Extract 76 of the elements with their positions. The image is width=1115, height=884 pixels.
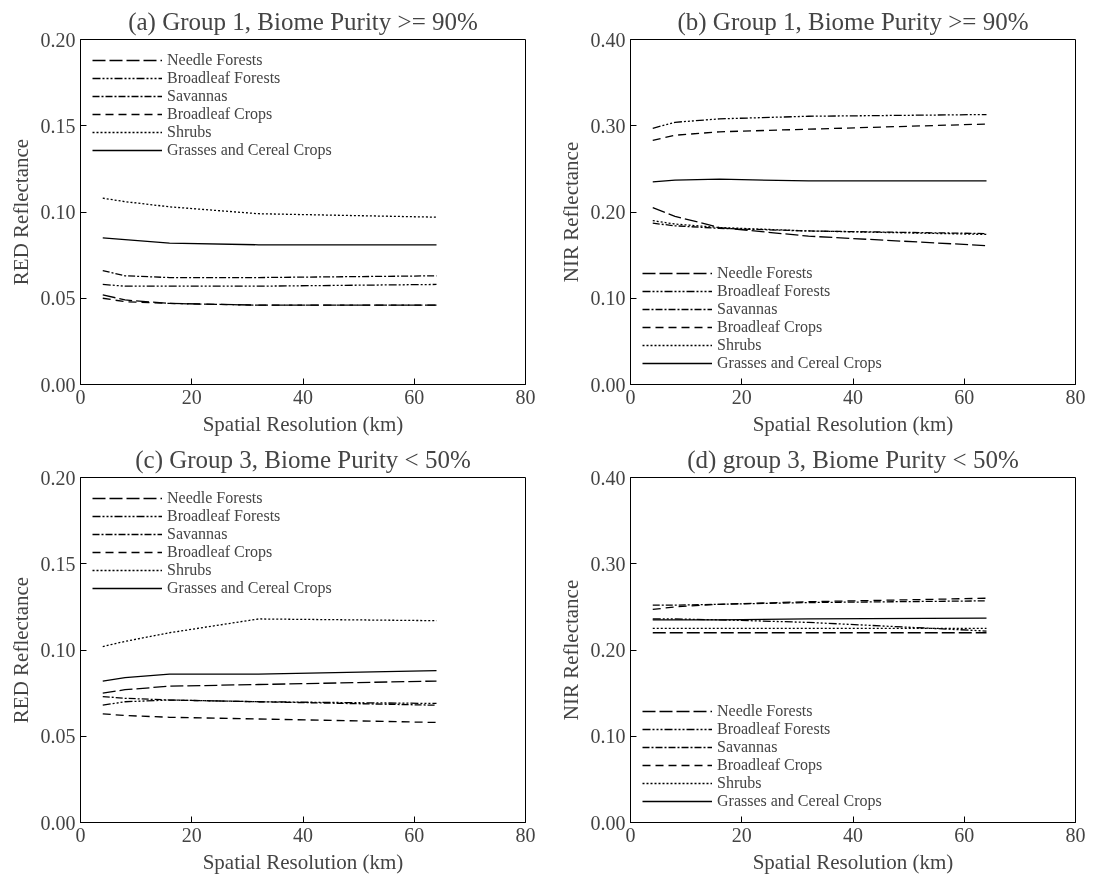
legend-label: Savannas [717, 738, 778, 756]
chart-title: (d) group 3, Biome Purity < 50% [687, 445, 1019, 474]
y-tick-label: 0.10 [40, 201, 76, 223]
x-axis-title: Spatial Resolution (km) [202, 411, 404, 436]
y-tick-label: 0.05 [40, 287, 76, 310]
x-axis-title: Spatial Resolution (km) [752, 849, 954, 874]
y-tick-label: 0.20 [40, 466, 76, 489]
y-tick-label: 0.15 [40, 114, 76, 137]
x-tick-label: 0 [625, 823, 636, 846]
legend-label: Broadleaf Crops [167, 543, 273, 561]
legend-label: Broadleaf Crops [167, 105, 273, 123]
y-tick-label: 0.40 [590, 28, 626, 51]
x-tick-label: 80 [515, 385, 536, 408]
legend-label: Needle Forests [717, 702, 813, 720]
x-tick-label: 60 [404, 823, 425, 846]
x-tick-label: 40 [843, 823, 863, 846]
y-tick-label: 0.00 [590, 373, 626, 396]
y-tick-label: 0.00 [40, 811, 76, 834]
y-tick-label: 0.20 [590, 201, 626, 223]
legend-label: Needle Forests [167, 489, 263, 507]
y-tick-label: 0.40 [590, 466, 626, 489]
legend-label: Broadleaf Forests [167, 69, 281, 87]
legend-label: Needle Forests [717, 264, 813, 282]
x-tick-label: 40 [293, 385, 313, 408]
x-axis-title: Spatial Resolution (km) [202, 849, 404, 874]
chart-title: (c) Group 3, Biome Purity < 50% [135, 445, 471, 474]
legend-label: Broadleaf Forests [717, 282, 831, 300]
y-tick-label: 0.30 [590, 114, 626, 137]
x-tick-label: 80 [1065, 385, 1086, 408]
x-axis-title: Spatial Resolution (km) [752, 411, 954, 436]
x-tick-label: 40 [843, 385, 863, 408]
x-tick-label: 60 [954, 385, 975, 408]
legend-label: Broadleaf Forests [167, 507, 281, 525]
x-tick-label: 20 [731, 385, 752, 408]
y-tick-label: 0.10 [590, 725, 626, 748]
legend-label: Broadleaf Forests [717, 720, 831, 738]
x-tick-label: 0 [75, 823, 86, 846]
legend-label: Grasses and Cereal Crops [167, 141, 332, 159]
legend-label: Savannas [167, 525, 228, 543]
y-tick-label: 0.20 [40, 28, 76, 51]
x-tick-label: 20 [181, 385, 202, 408]
y-tick-label: 0.30 [590, 552, 626, 575]
legend-label: Grasses and Cereal Crops [717, 792, 882, 810]
legend-label: Broadleaf Crops [717, 318, 823, 336]
legend-label: Shrubs [167, 561, 212, 579]
x-tick-label: 0 [75, 385, 86, 408]
y-tick-label: 0.10 [590, 287, 626, 310]
y-axis-title: RED Reflectance [8, 138, 33, 286]
legend-label: Savannas [167, 87, 228, 105]
y-tick-label: 0.00 [590, 811, 626, 834]
y-tick-label: 0.15 [40, 552, 76, 575]
x-tick-label: 40 [293, 823, 313, 846]
x-tick-label: 0 [625, 385, 636, 408]
legend-label: Needle Forests [167, 51, 263, 69]
legend-label: Broadleaf Crops [717, 756, 823, 774]
legend-label: Grasses and Cereal Crops [717, 354, 882, 372]
y-tick-label: 0.10 [40, 639, 76, 661]
legend-label: Savannas [717, 300, 778, 318]
x-tick-label: 80 [515, 823, 536, 846]
y-axis-title: RED Reflectance [8, 576, 33, 724]
legend-label: Shrubs [717, 774, 762, 792]
legend-label: Shrubs [717, 336, 762, 354]
x-tick-label: 60 [404, 385, 425, 408]
x-tick-label: 80 [1065, 823, 1086, 846]
legend-label: Shrubs [167, 123, 212, 141]
y-tick-label: 0.05 [40, 725, 76, 748]
x-tick-label: 20 [181, 823, 202, 846]
chart-title: (b) Group 1, Biome Purity >= 90% [677, 7, 1029, 36]
y-tick-label: 0.00 [40, 373, 76, 396]
y-tick-label: 0.20 [590, 639, 626, 661]
y-axis-title: NIR Reflectance [558, 579, 583, 721]
x-tick-label: 60 [954, 823, 975, 846]
chart-title: (a) Group 1, Biome Purity >= 90% [128, 7, 478, 36]
legend-label: Grasses and Cereal Crops [167, 579, 332, 597]
y-axis-title: NIR Reflectance [558, 141, 583, 283]
x-tick-label: 20 [731, 823, 752, 846]
